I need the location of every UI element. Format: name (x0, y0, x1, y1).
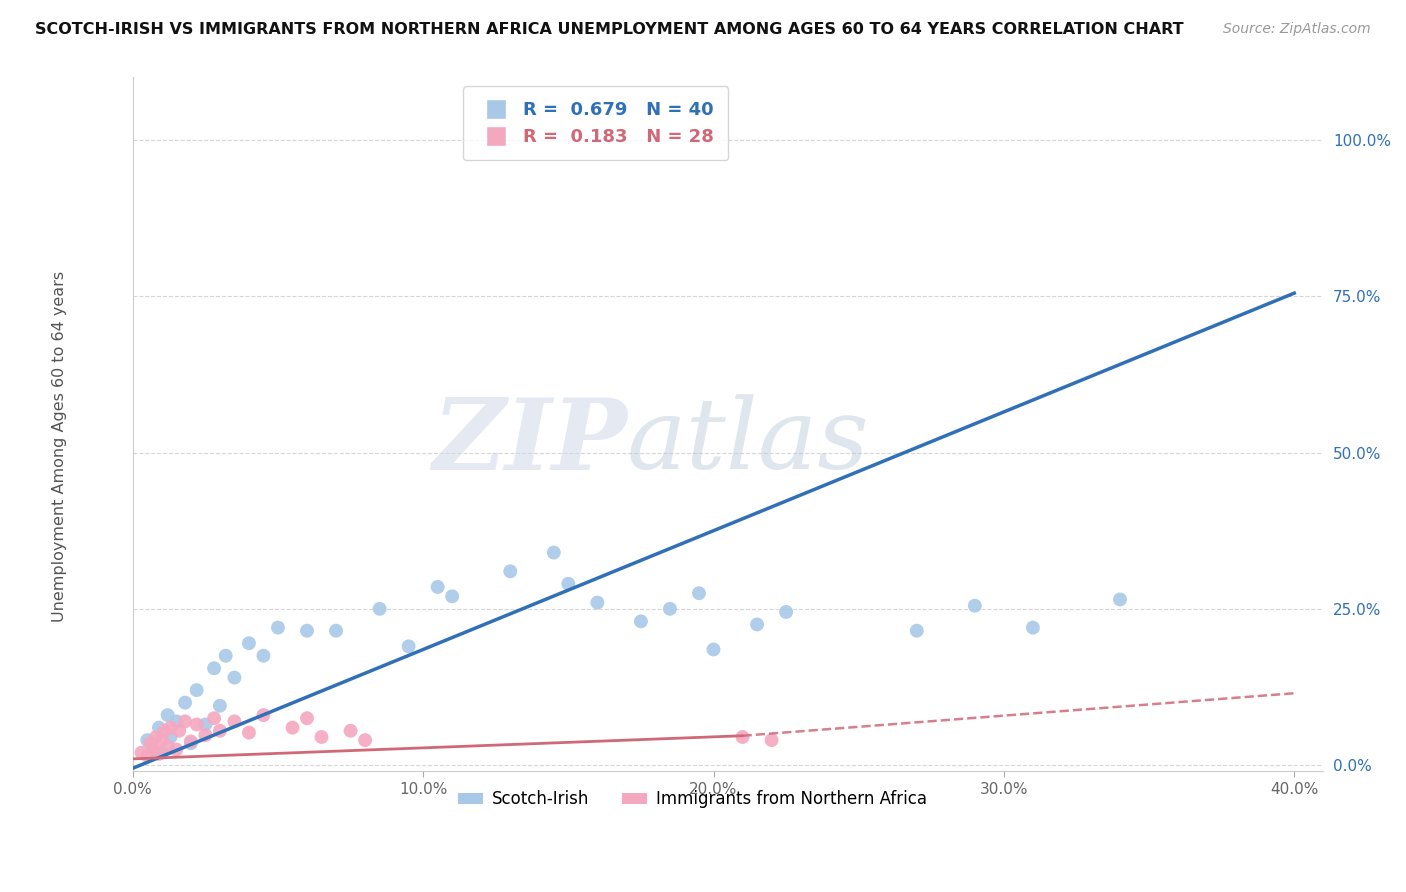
Point (441, 590, 464, 604)
Text: atlas: atlas (627, 394, 869, 490)
Point (186, 717, 208, 731)
Point (131, 746, 153, 760)
Point (194, 728, 217, 742)
Point (325, 624, 347, 638)
Point (145, 730, 167, 744)
Point (136, 733, 159, 747)
Point (905, 624, 928, 638)
Point (775, 605, 797, 619)
Point (238, 636, 260, 650)
Point (731, 730, 754, 744)
Point (586, 596, 609, 610)
Text: Unemployment Among Ages 60 to 64 years: Unemployment Among Ages 60 to 64 years (52, 270, 66, 622)
Point (180, 734, 202, 748)
Point (499, 564, 522, 578)
Point (159, 721, 181, 735)
Point (150, 746, 173, 760)
Point (224, 671, 246, 685)
Point (148, 721, 170, 735)
Point (156, 739, 179, 754)
Point (180, 736, 202, 750)
Point (142, 742, 165, 756)
Point (202, 661, 225, 675)
Point (194, 717, 217, 731)
Point (252, 708, 274, 723)
Point (267, 621, 290, 635)
Point (354, 733, 377, 747)
Point (202, 711, 225, 725)
Text: SCOTCH-IRISH VS IMMIGRANTS FROM NORTHERN AFRICA UNEMPLOYMENT AMONG AGES 60 TO 64: SCOTCH-IRISH VS IMMIGRANTS FROM NORTHERN… (35, 22, 1184, 37)
Point (963, 599, 986, 613)
Point (174, 714, 197, 729)
Point (153, 723, 176, 738)
Point (186, 683, 208, 698)
Point (167, 723, 190, 738)
Point (150, 733, 173, 747)
Text: Source: ZipAtlas.com: Source: ZipAtlas.com (1223, 22, 1371, 37)
Point (165, 742, 187, 756)
Point (174, 696, 197, 710)
Point (295, 711, 318, 725)
Point (156, 708, 179, 723)
Point (398, 640, 420, 654)
Point (761, 733, 783, 747)
Point (702, 642, 724, 657)
Point (1109, 592, 1132, 607)
Legend: Scotch-Irish, Immigrants from Northern Africa: Scotch-Irish, Immigrants from Northern A… (451, 784, 934, 815)
Point (1022, 621, 1045, 635)
Point (136, 748, 159, 763)
Point (543, 545, 565, 559)
Point (745, 617, 768, 632)
Point (339, 723, 361, 738)
Text: ZIP: ZIP (432, 393, 627, 490)
Point (165, 714, 187, 729)
Point (311, 730, 333, 744)
Point (224, 714, 246, 729)
Point (426, 580, 449, 594)
Point (139, 736, 162, 750)
Point (281, 721, 304, 735)
Point (659, 602, 682, 616)
Point (295, 624, 318, 638)
Point (215, 648, 238, 663)
Point (688, 586, 710, 600)
Point (630, 615, 652, 629)
Point (368, 602, 391, 616)
Point (142, 742, 165, 756)
Point (159, 730, 181, 744)
Point (238, 725, 260, 739)
Point (208, 723, 231, 738)
Point (208, 698, 231, 713)
Point (252, 648, 274, 663)
Point (557, 577, 579, 591)
Point (148, 747, 170, 761)
